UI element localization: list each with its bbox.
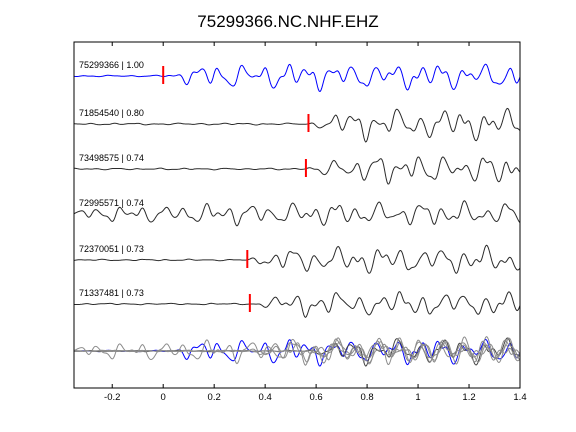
x-tick-label: 0.6 (310, 392, 323, 403)
trace-label-72370051: 72370051 | 0.73 (79, 244, 144, 254)
x-tick-label: 0.8 (360, 392, 373, 403)
waveform-traces (73, 63, 521, 318)
trace-label-72995571: 72995571 | 0.74 (79, 198, 144, 208)
stack-trace-71337481 (73, 337, 521, 366)
stack-trace-73498575 (73, 339, 521, 366)
x-tick-label: 0.4 (259, 392, 272, 403)
x-tick-label: 1.2 (462, 392, 475, 403)
x-tick-label: 1 (415, 392, 420, 403)
trace-label-71854540: 71854540 | 0.80 (79, 108, 144, 118)
trace-label-73498575: 73498575 | 0.74 (79, 153, 144, 163)
x-tick-label: -0.2 (104, 392, 120, 403)
trace-73498575 (73, 156, 521, 185)
x-axis-ticks: -0.2 0 0.2 0.4 0.6 0.8 1 1.2 1.4 (104, 42, 527, 403)
trace-label-71337481: 71337481 | 0.73 (79, 288, 144, 298)
stack-trace-72995571 (73, 336, 521, 365)
overlay-stack (73, 335, 521, 367)
axes-frame (73, 41, 521, 389)
pick-markers (162, 66, 310, 312)
trace-72995571 (73, 200, 521, 227)
trace-71337481 (73, 291, 521, 318)
x-tick-label: 1.4 (513, 392, 526, 403)
chart-title: 75299366.NC.NHF.EHZ (197, 12, 378, 31)
trace-label-75299366: 75299366 | 1.00 (79, 60, 144, 70)
x-tick-label: 0.2 (208, 392, 221, 403)
trace-71854540 (73, 107, 521, 143)
trace-labels: 75299366 | 1.00 71854540 | 0.80 73498575 |… (79, 60, 144, 298)
trace-72370051 (73, 244, 521, 274)
trace-75299366 (73, 63, 521, 92)
x-tick-label: 0 (161, 392, 166, 403)
